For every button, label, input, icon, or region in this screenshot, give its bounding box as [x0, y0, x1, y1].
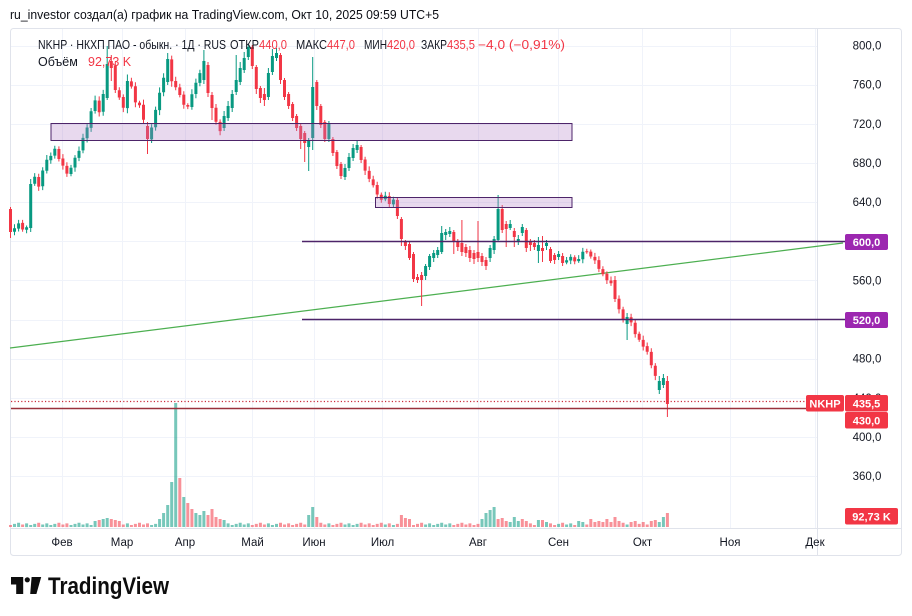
svg-text:МАКС: МАКС	[296, 38, 327, 52]
svg-text:−4,0 (−0,91%): −4,0 (−0,91%)	[478, 38, 565, 52]
svg-text:Ноя: Ноя	[720, 537, 741, 549]
svg-text:TradingView: TradingView	[48, 573, 169, 600]
svg-text:Объём: Объём	[38, 55, 78, 69]
svg-text:92,73 K: 92,73 K	[88, 55, 132, 69]
svg-text:640,0: 640,0	[853, 197, 882, 209]
svg-text:Мар: Мар	[111, 537, 134, 549]
svg-text:430,0: 430,0	[853, 415, 881, 427]
svg-text:ОТКР: ОТКР	[230, 38, 259, 52]
svg-text:Май: Май	[241, 537, 264, 549]
svg-text:Июн: Июн	[302, 537, 325, 549]
svg-text:360,0: 360,0	[853, 471, 882, 483]
svg-text:ЗАКР: ЗАКР	[421, 38, 447, 52]
svg-text:Авг: Авг	[469, 537, 487, 549]
svg-text:NKHP: NKHP	[809, 398, 840, 410]
svg-text:720,0: 720,0	[853, 119, 882, 131]
svg-text:435,5: 435,5	[447, 38, 475, 52]
svg-text:Окт: Окт	[633, 537, 653, 549]
svg-text:Дек: Дек	[805, 537, 825, 549]
svg-text:400,0: 400,0	[853, 432, 882, 444]
svg-text:520,0: 520,0	[853, 315, 881, 327]
svg-text:Апр: Апр	[175, 537, 195, 549]
svg-text:Фев: Фев	[51, 537, 72, 549]
svg-text:Июл: Июл	[371, 537, 394, 549]
svg-text:480,0: 480,0	[853, 354, 882, 366]
svg-text:ru_investor создал(а) график н: ru_investor создал(а) график на TradingV…	[10, 8, 439, 22]
svg-text:560,0: 560,0	[853, 275, 882, 287]
svg-text:435,5: 435,5	[853, 398, 881, 410]
svg-text:447,0: 447,0	[327, 38, 355, 52]
svg-text:680,0: 680,0	[853, 158, 882, 170]
svg-text:760,0: 760,0	[853, 80, 882, 92]
svg-text:440,0: 440,0	[259, 38, 287, 52]
svg-text:800,0: 800,0	[853, 41, 882, 53]
svg-text:600,0: 600,0	[853, 237, 881, 249]
svg-text:92,73 K: 92,73 K	[852, 511, 891, 523]
svg-text:NKHP · НКХП ПАО - обыкн. · 1Д: NKHP · НКХП ПАО - обыкн. · 1Д · RUS	[38, 38, 226, 52]
svg-text:420,0: 420,0	[387, 38, 415, 52]
svg-text:Сен: Сен	[548, 537, 569, 549]
svg-text:МИН: МИН	[364, 38, 387, 52]
